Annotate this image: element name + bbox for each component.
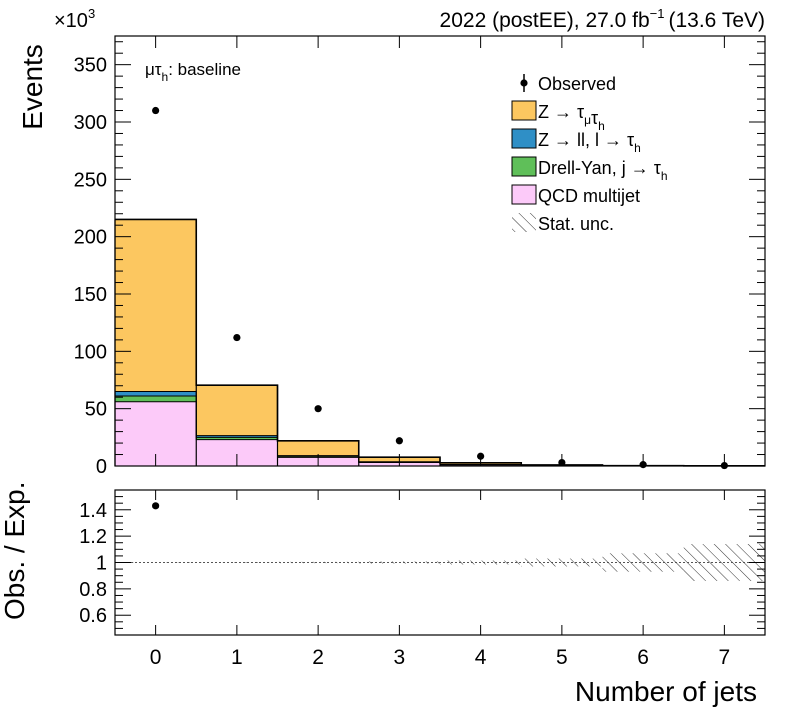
ratio-y-axis: 0.6 0.8 1 1.2 1.4	[79, 496, 765, 629]
ratio-y-tick-label: 0.6	[79, 605, 107, 627]
legend-swatch	[511, 100, 537, 121]
observed-point	[233, 333, 241, 342]
main-panel: 0 50 100 150 200 250 300 350 Events ×103 2022 (…	[17, 6, 766, 478]
stacked-histogram	[115, 219, 765, 466]
x-tick-label: 2	[312, 646, 324, 669]
main-y-axis-label: Events	[17, 44, 48, 130]
y-tick-label: 300	[74, 112, 107, 134]
bar-2-0	[115, 391, 197, 397]
legend-swatch	[511, 128, 537, 149]
y-tick-label: 350	[74, 55, 107, 77]
legend-label: Z → τμτh	[538, 102, 605, 133]
legend-label: Drell-Yan, j → τh	[538, 158, 668, 183]
bar-3-2	[277, 440, 359, 456]
ratio-y-tick-label: 0.8	[79, 579, 107, 601]
y-tick-label: 200	[74, 227, 107, 249]
svg-text:Obs. / Exp.: Obs. / Exp.	[0, 482, 30, 621]
main-y-axis: 0 50 100 150 200 250 300 350	[74, 41, 765, 478]
ratio-point	[152, 502, 160, 510]
x-tick-label: 3	[394, 646, 406, 669]
legend-label: QCD multijet	[538, 186, 640, 206]
legend-swatch	[511, 184, 537, 205]
legend-swatch	[511, 156, 537, 177]
legend-hatch	[512, 213, 536, 232]
x-tick-label: 4	[475, 646, 487, 669]
x-tick-label: 1	[231, 646, 243, 669]
legend-marker	[520, 79, 528, 87]
legend-label: Stat. unc.	[538, 214, 614, 234]
stat-unc-band	[277, 561, 359, 564]
bar-2-1	[196, 435, 278, 438]
x-tick-label: 7	[719, 646, 731, 669]
observed-point	[395, 437, 403, 445]
y-tick-label: 50	[85, 399, 107, 421]
bar-3-0	[115, 219, 197, 392]
observed-point	[314, 405, 322, 413]
lumi-header: 2022 (postEE), 27.0 fb−1 (13.6 TeV)	[440, 6, 765, 32]
svg-text:Events: Events	[17, 44, 48, 130]
svg-text:Number of jets: Number of jets	[575, 676, 757, 707]
main-x-ticks	[155, 36, 725, 466]
bar-1-1	[196, 437, 278, 440]
legend-label: Z → ll, l → τh	[538, 130, 641, 155]
ratio-panel: 0.6 0.8 1 1.2 1.4 0 1 2 3 4 5 6 7 Obs. / Exp. Numbe…	[0, 482, 766, 707]
x-axis: 0 1 2 3 4 5 6 7	[150, 490, 730, 669]
observed-point	[152, 106, 160, 115]
stat-unc-band	[521, 558, 603, 567]
y-tick-label: 150	[74, 284, 107, 306]
y-tick-label: 0	[96, 456, 107, 478]
bar-3-1	[196, 385, 278, 436]
channel-label: μτh: baseline	[145, 60, 241, 84]
x-axis-label: Number of jets	[575, 676, 757, 707]
x-tick-label: 5	[556, 646, 568, 669]
ratio-y-tick-label: 1.2	[79, 526, 107, 548]
legend-label: Observed	[538, 74, 616, 94]
bar-1-0	[115, 396, 197, 402]
ratio-points	[152, 502, 160, 510]
y-tick-label: 100	[74, 341, 107, 363]
main-frame	[114, 35, 766, 467]
x-tick-label: 6	[637, 646, 649, 669]
ratio-y-axis-label: Obs. / Exp.	[0, 482, 30, 621]
ratio-y-tick-label: 1.4	[79, 500, 107, 522]
y-multiplier: ×103	[54, 6, 95, 32]
y-tick-label: 250	[74, 169, 107, 191]
x-tick-label: 0	[150, 646, 162, 669]
ratio-y-tick-label: 1	[96, 553, 107, 575]
